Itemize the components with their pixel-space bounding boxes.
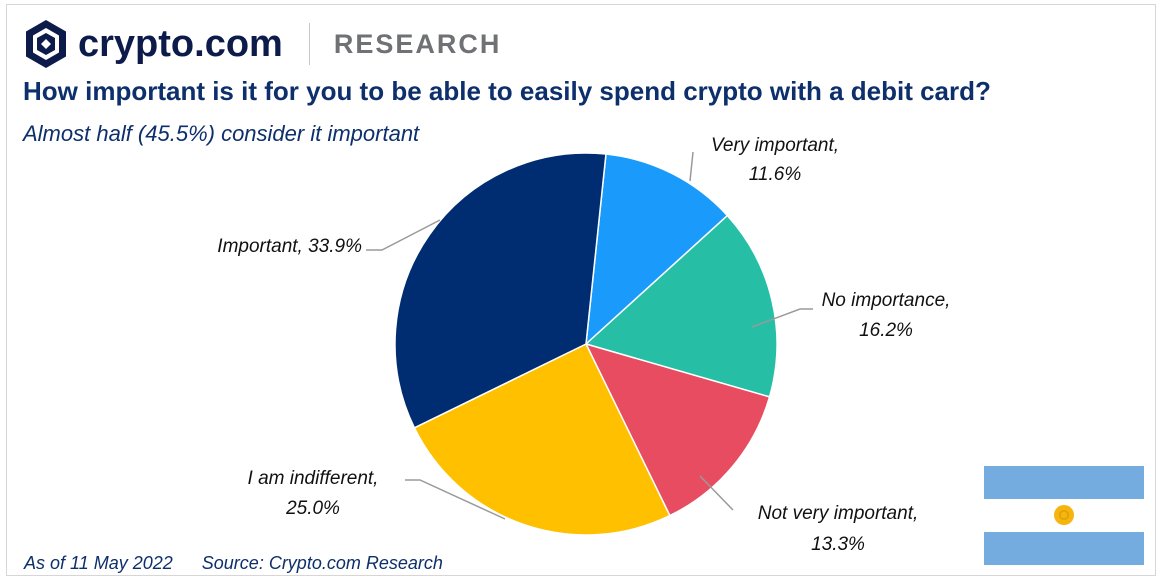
pie-slice-i-am-indifferent [413,342,671,536]
crypto-com-logo-icon [26,20,66,68]
chart-title: How important is it for you to be able t… [23,76,991,106]
section-name: RESEARCH [333,28,502,59]
slice-label-not-very-important: Not very important, [758,503,919,524]
argentina-flag-icon [984,466,1144,565]
flag-top-stripe [984,466,1144,499]
slice-label-important: Important, 33.9% [217,236,362,257]
slice-value-very-important: 11.6% [749,164,802,185]
pie-slice-very-important [585,153,729,346]
chart-subtitle: Almost half (45.5%) consider it importan… [23,121,420,146]
header: crypto.com RESEARCH [24,14,501,74]
leader-line-very-important [689,151,694,182]
pie-slice-no-importance [584,214,778,398]
leader-line-no-importance [751,308,813,328]
source-note: Source: Crypto.com Research [201,553,443,573]
pie-slice-important [394,152,607,429]
sun-of-may-icon [1054,505,1074,525]
slice-label-very-important: Very important, [711,135,839,156]
leader-line-not-very-important [699,475,734,511]
slice-value-no-importance: 16.2% [859,320,913,341]
chart-frame [6,4,1156,576]
slice-label-no-importance: No importance, [822,290,951,311]
flag-bottom-stripe [984,532,1144,565]
brand-name: crypto.com [78,23,283,65]
leader-line-important [366,219,441,251]
leader-line-i-am-indifferent [405,479,506,520]
slice-label-i-am-indifferent: I am indifferent, [248,468,379,489]
footer: As of 11 May 2022 Source: Crypto.com Res… [24,553,443,574]
pie-slice-not-very-important [584,342,771,517]
slice-value-i-am-indifferent: 25.0% [285,498,340,519]
header-divider [308,23,310,65]
slice-value-not-very-important: 13.3% [811,534,865,555]
as-of-date: As of 11 May 2022 [24,553,173,573]
